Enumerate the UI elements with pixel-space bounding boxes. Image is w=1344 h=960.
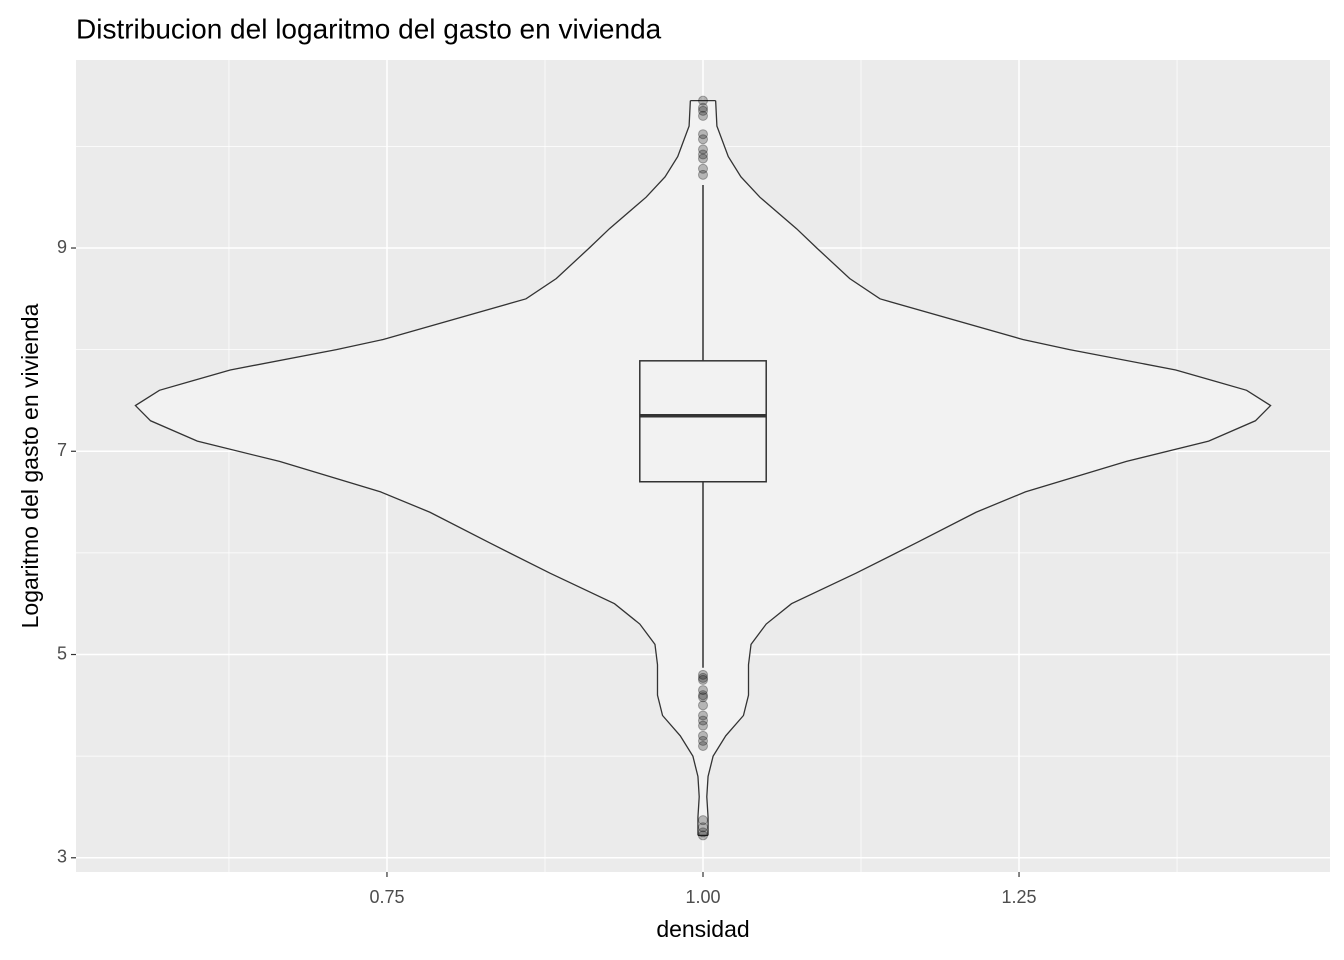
outlier-point	[698, 700, 708, 711]
outlier-point	[698, 672, 708, 683]
outlier-point	[698, 110, 708, 121]
outlier-point	[698, 674, 708, 685]
outlier-point	[698, 830, 708, 841]
outlier-point	[698, 102, 708, 113]
box	[639, 360, 767, 483]
y-tick-label: 3	[57, 847, 67, 867]
violin-right-outline	[706, 100, 1272, 836]
outlier-point	[698, 827, 708, 838]
outlier-point	[698, 815, 708, 826]
outlier-point	[698, 710, 708, 721]
outlier-point	[698, 163, 708, 174]
outlier-point	[698, 720, 708, 731]
outlier-point	[698, 730, 708, 741]
outlier-point	[698, 144, 708, 155]
outlier-point	[698, 685, 708, 696]
x-tick-label: 1.25	[1002, 887, 1037, 907]
x-tick-label: 1.00	[685, 887, 720, 907]
outlier-point	[698, 735, 708, 746]
chart-title: Distribucion del logaritmo del gasto en …	[76, 13, 662, 44]
outlier-point	[698, 690, 708, 701]
y-tick-label: 5	[57, 643, 67, 663]
outlier-point	[698, 740, 708, 751]
outlier-point	[698, 129, 708, 140]
y-tick-label: 7	[57, 440, 67, 460]
outlier-point	[698, 822, 708, 833]
outlier-point	[698, 715, 708, 726]
outlier-point	[698, 169, 708, 180]
outlier-point	[698, 153, 708, 164]
violin-left-outline	[134, 100, 700, 836]
outlier-point	[698, 669, 708, 680]
outlier-point	[698, 149, 708, 160]
x-axis-title: densidad	[656, 916, 749, 942]
y-tick-label: 9	[57, 237, 67, 257]
x-tick-label: 0.75	[369, 887, 404, 907]
outlier-point	[698, 95, 708, 106]
outlier-point	[698, 105, 708, 116]
outlier-point	[698, 134, 708, 145]
outlier-point	[698, 692, 708, 703]
y-axis-title: Logaritmo del gasto en vivienda	[17, 303, 43, 628]
